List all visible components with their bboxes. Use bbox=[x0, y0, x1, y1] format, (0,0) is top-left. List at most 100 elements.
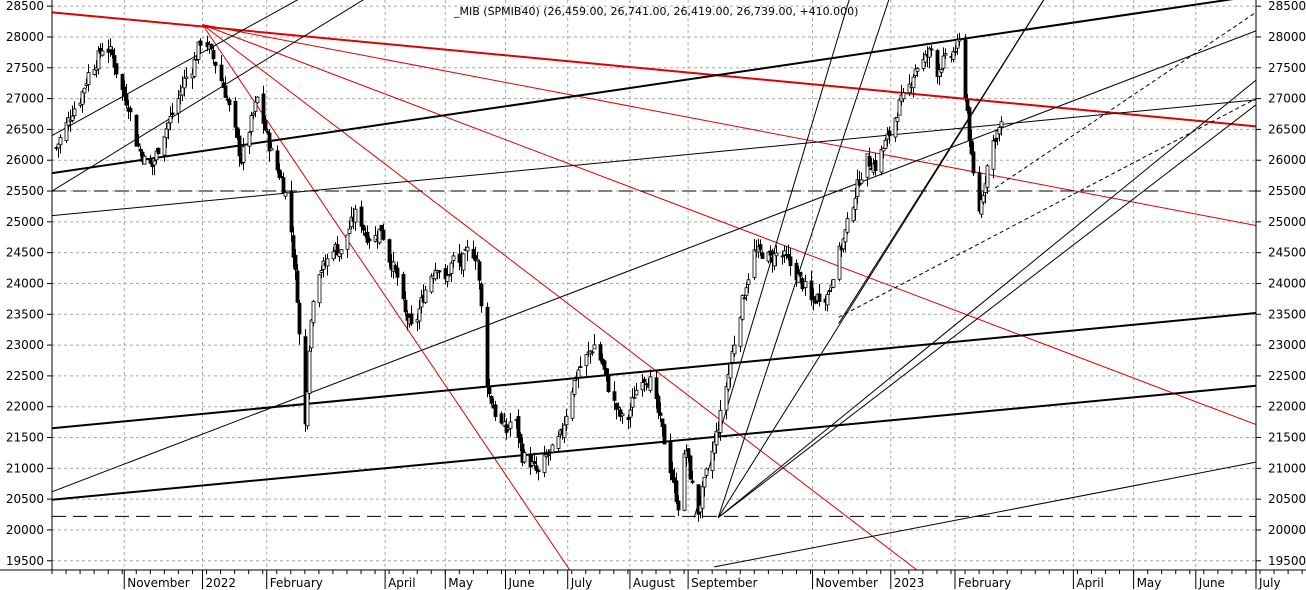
y-tick-label-left: 27500 bbox=[6, 61, 44, 75]
price-bar-body bbox=[967, 107, 972, 141]
price-bar-body bbox=[162, 136, 167, 156]
price-bar-body bbox=[80, 91, 85, 105]
price-bar-body bbox=[662, 424, 667, 445]
price-bar-body bbox=[702, 476, 707, 488]
price-bar-body bbox=[267, 132, 272, 152]
price-bar-body bbox=[114, 63, 119, 75]
x-month-label: May bbox=[448, 576, 473, 590]
price-bar-body bbox=[241, 146, 246, 163]
price-bar-body bbox=[977, 172, 982, 212]
price-bar-body bbox=[953, 51, 958, 53]
trend-line bbox=[994, 11, 1256, 189]
price-bar-body bbox=[269, 147, 274, 151]
price-bar-body bbox=[518, 433, 523, 444]
price-bar-body bbox=[897, 99, 902, 116]
price-bar-body bbox=[373, 235, 378, 242]
price-bar-body bbox=[134, 114, 139, 147]
price-bar-body bbox=[128, 108, 133, 113]
price-bar-body bbox=[265, 130, 270, 133]
price-bar-body bbox=[156, 147, 161, 155]
x-month-label: July bbox=[1258, 576, 1281, 590]
price-bar-body bbox=[578, 366, 583, 368]
price-bar-body bbox=[674, 480, 679, 502]
price-bar-body bbox=[475, 258, 480, 262]
price-bar-body bbox=[658, 412, 663, 416]
price-bar-body bbox=[211, 50, 216, 60]
price-bar-body bbox=[570, 391, 575, 419]
y-tick-label-left: 20000 bbox=[6, 523, 44, 537]
price-bar-body bbox=[780, 255, 785, 258]
y-tick-label-left: 26000 bbox=[6, 153, 44, 167]
price-bar-body bbox=[124, 93, 129, 106]
price-bar-body bbox=[943, 53, 948, 56]
price-bar-body bbox=[957, 39, 962, 42]
price-bar-body bbox=[401, 273, 406, 300]
price-bar-body bbox=[251, 112, 256, 116]
price-bar-body bbox=[798, 271, 803, 277]
price-bar-body bbox=[676, 500, 681, 511]
price-bar-body bbox=[550, 444, 555, 453]
price-bar-body bbox=[742, 297, 747, 300]
x-month-label: September bbox=[691, 576, 757, 590]
y-tick-label-left: 19500 bbox=[6, 554, 44, 568]
price-bar-body bbox=[628, 409, 633, 418]
price-bar-body bbox=[227, 99, 232, 106]
price-bar-body bbox=[572, 380, 577, 395]
price-bar-body bbox=[604, 368, 609, 375]
price-bar-body bbox=[800, 278, 805, 290]
price-bar-body bbox=[985, 165, 990, 188]
price-bar-body bbox=[493, 404, 498, 417]
price-bar-body bbox=[710, 450, 715, 472]
price-bar-body bbox=[303, 336, 308, 425]
trend-line bbox=[714, 461, 1256, 568]
y-tick-label-right: 19500 bbox=[1268, 554, 1306, 568]
price-bar-body bbox=[879, 149, 884, 173]
price-bar-body bbox=[774, 252, 779, 257]
price-bar-body bbox=[718, 410, 723, 433]
x-month-label: August bbox=[633, 576, 675, 590]
price-bar-body bbox=[209, 43, 214, 49]
y-tick-label-left: 24500 bbox=[6, 246, 44, 260]
price-bar-body bbox=[499, 413, 504, 424]
price-bar-body bbox=[915, 68, 920, 72]
price-bar-body bbox=[534, 465, 539, 471]
price-bar-body bbox=[192, 59, 197, 77]
price-bar-body bbox=[247, 132, 252, 147]
price-bar-body bbox=[395, 267, 400, 278]
price-bar-body bbox=[335, 244, 340, 256]
price-bar-body bbox=[345, 234, 350, 250]
price-bar-body bbox=[516, 416, 521, 438]
y-tick-label-right: 21000 bbox=[1268, 461, 1306, 475]
y-tick-label-right: 20000 bbox=[1268, 523, 1306, 537]
price-bar-body bbox=[616, 406, 621, 409]
price-bar-body bbox=[461, 253, 466, 271]
price-bar-body bbox=[887, 130, 892, 137]
price-bar-body bbox=[738, 317, 743, 347]
price-bars bbox=[54, 32, 1004, 522]
price-bar-body bbox=[176, 98, 181, 114]
price-bar-body bbox=[485, 306, 490, 388]
price-bar-body bbox=[688, 455, 693, 480]
chart-title: _MIB (SPMIB40) (26,459.00, 26,741.00, 26… bbox=[453, 5, 858, 18]
trend-line bbox=[717, 104, 1256, 519]
price-bar-body bbox=[465, 246, 470, 252]
price-bar-body bbox=[644, 383, 649, 386]
price-bar-body bbox=[855, 179, 860, 197]
y-tick-label-right: 27000 bbox=[1268, 92, 1306, 106]
price-bar-body bbox=[112, 55, 117, 68]
price-bar-body bbox=[72, 108, 77, 117]
price-bar-body bbox=[744, 287, 749, 296]
price-bar-body bbox=[317, 274, 322, 304]
price-bar-body bbox=[82, 87, 87, 94]
price-bar-body bbox=[359, 206, 364, 227]
price-bar-body bbox=[704, 468, 709, 476]
price-bar-body bbox=[827, 290, 832, 292]
price-bar-body bbox=[108, 46, 113, 51]
trend-line bbox=[52, 99, 1256, 217]
price-bar-body bbox=[732, 344, 737, 355]
price-bar-body bbox=[883, 139, 888, 149]
price-bar-body bbox=[843, 229, 848, 243]
